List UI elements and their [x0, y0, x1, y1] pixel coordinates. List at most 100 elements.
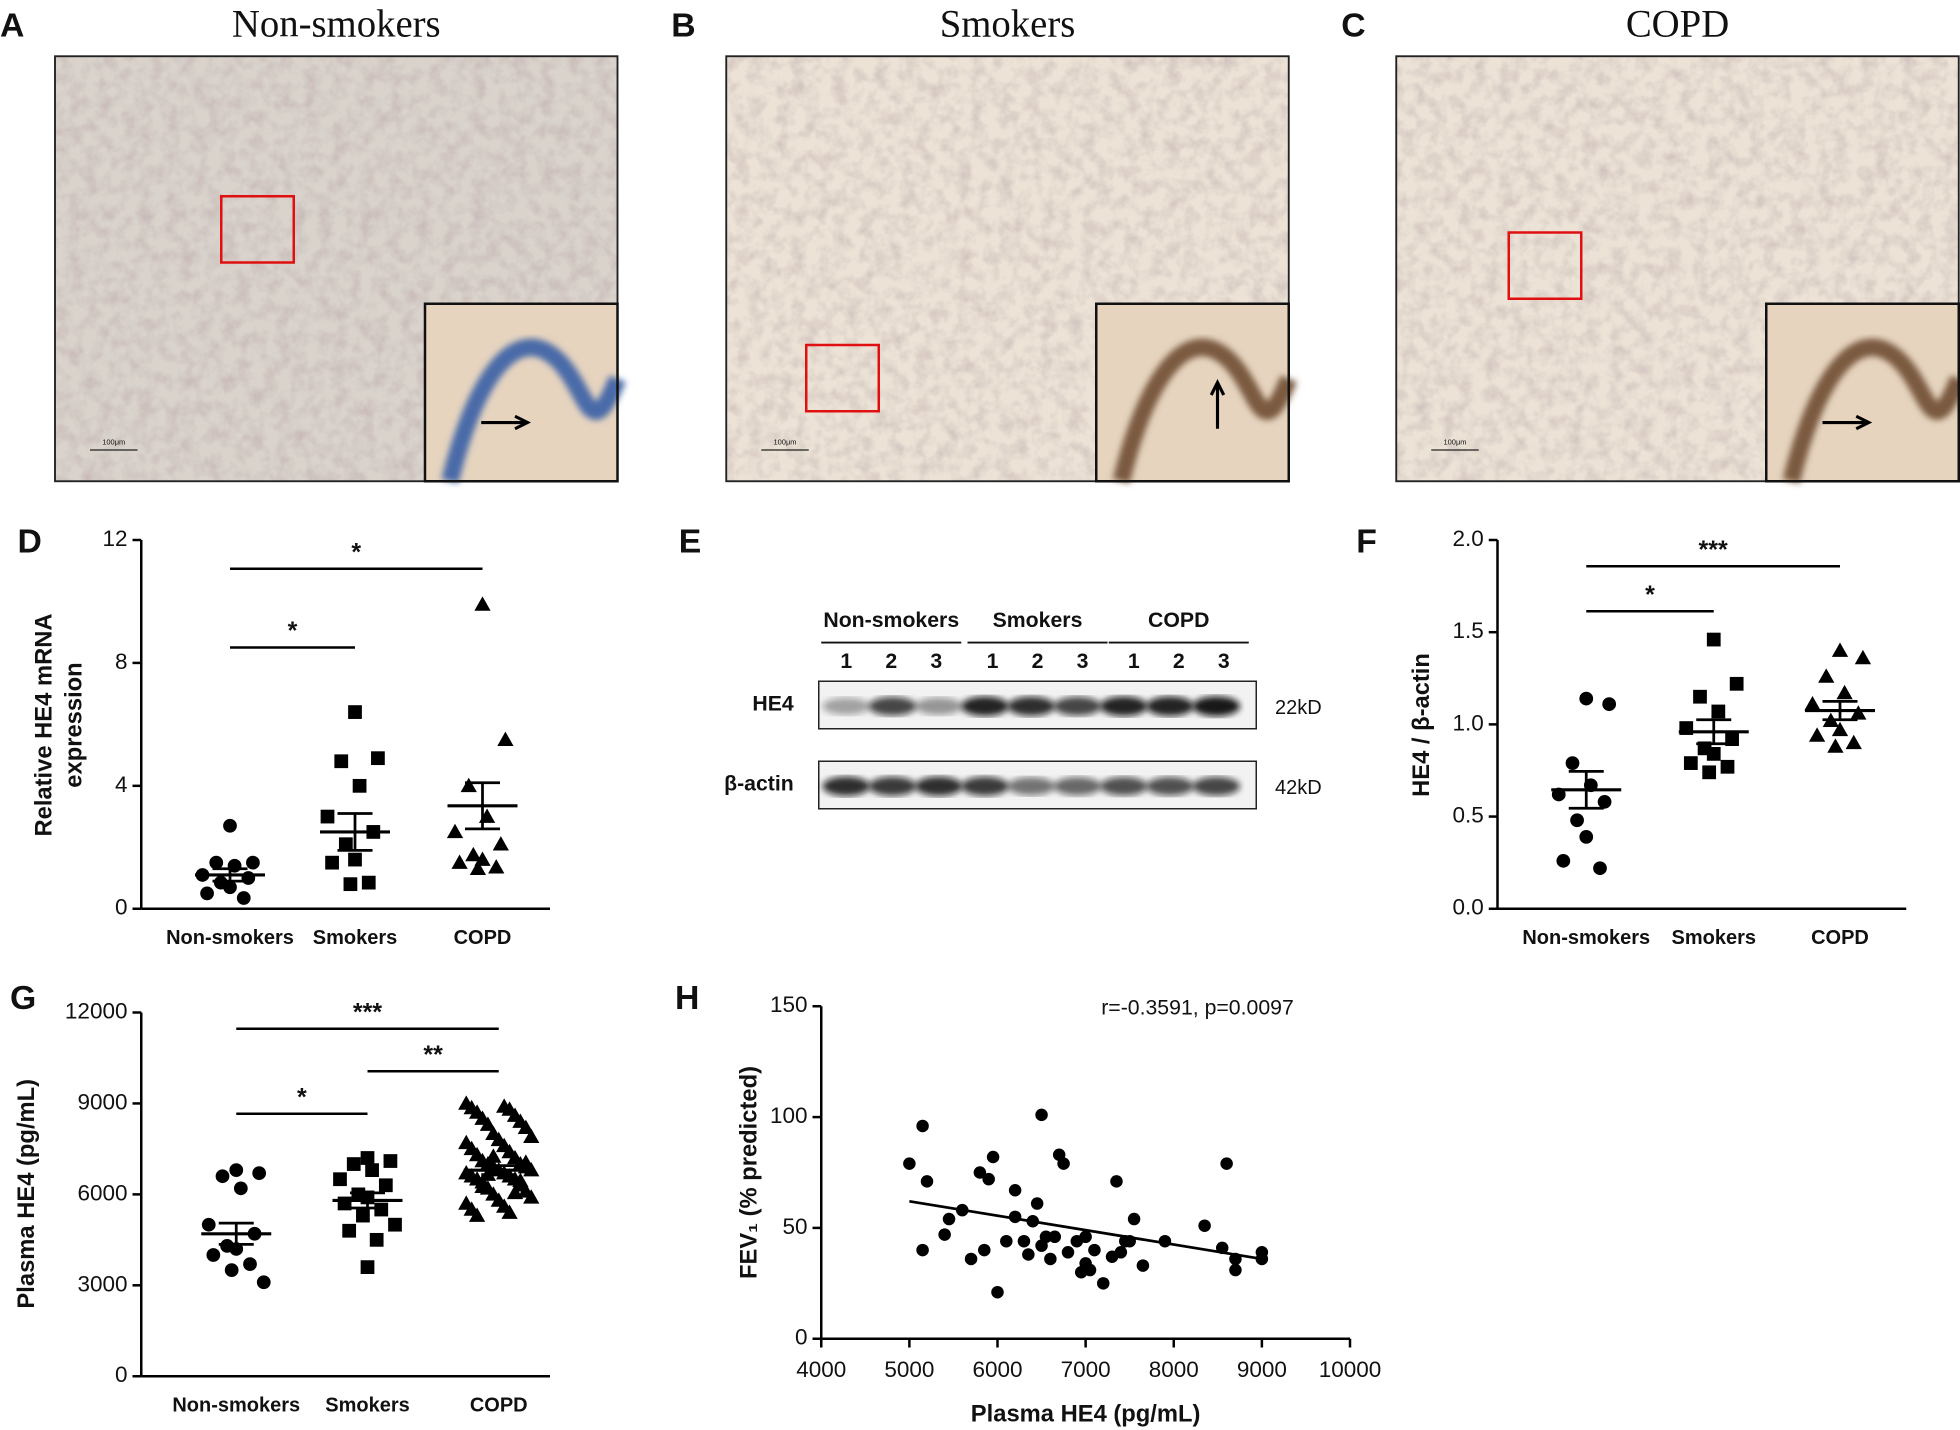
- point: [388, 1217, 402, 1232]
- y-tick-label: 0: [115, 895, 128, 920]
- point: [1110, 1175, 1123, 1188]
- y-axis-label: Relative HE4 mRNA: [30, 613, 57, 836]
- sem-bar: [212, 867, 248, 883]
- point: [348, 705, 362, 719]
- x-tick-label: COPD: [470, 1395, 528, 1417]
- sem-bar: [337, 812, 373, 852]
- sem-bar: [465, 781, 500, 831]
- point: [246, 855, 260, 870]
- sem-bar: [1822, 699, 1858, 722]
- point: [1198, 1219, 1211, 1232]
- point: [1136, 1259, 1150, 1272]
- significance-label: *: [297, 1083, 307, 1111]
- micrograph-border: [1395, 55, 1960, 483]
- roi-box: [1507, 231, 1583, 300]
- x-axis-label: Plasma HE4 (pg/mL): [971, 1400, 1201, 1427]
- blot-group: COPD: [1148, 608, 1209, 632]
- point: [346, 1157, 361, 1171]
- point: [465, 846, 482, 862]
- point: [964, 1252, 978, 1266]
- point: [523, 1189, 540, 1204]
- y-tick-label: 1.5: [1452, 618, 1483, 643]
- point: [1017, 1234, 1031, 1248]
- point: [1127, 1212, 1141, 1226]
- point: [365, 1163, 379, 1177]
- panel-letter: A: [0, 6, 24, 44]
- point: [1831, 721, 1849, 737]
- point: [1579, 691, 1594, 706]
- x-tick-label: 6000: [972, 1357, 1022, 1382]
- y-tick-label: 12000: [65, 998, 128, 1023]
- point: [352, 778, 367, 793]
- band: [868, 776, 917, 796]
- point: [468, 1207, 486, 1222]
- point: [986, 1150, 1000, 1164]
- point: [1854, 649, 1872, 665]
- point: [1827, 738, 1844, 753]
- size-label: 22kD: [1275, 697, 1322, 719]
- point: [1845, 734, 1862, 750]
- inset-tissue: [441, 338, 626, 484]
- point: [485, 1148, 502, 1163]
- point: [1556, 853, 1571, 868]
- point: [320, 809, 335, 824]
- point: [241, 871, 256, 885]
- y-tick-label: 0.0: [1452, 895, 1483, 920]
- point: [333, 1172, 347, 1187]
- y-axis-label: expression: [60, 662, 87, 787]
- point: [1836, 684, 1853, 700]
- band: [868, 696, 917, 716]
- blot-group: Smokers: [993, 608, 1083, 632]
- point: [215, 1169, 230, 1184]
- band: [1100, 696, 1148, 716]
- x-tick-label: Non-smokers: [172, 1395, 300, 1417]
- annotation: r=-0.3591, p=0.0097: [1101, 995, 1294, 1019]
- point: [1097, 1277, 1110, 1290]
- point: [1804, 695, 1821, 711]
- point: [1570, 813, 1584, 828]
- band: [961, 696, 1009, 716]
- arrow: [1209, 379, 1226, 429]
- y-tick-label: 2.0: [1452, 526, 1483, 551]
- point: [348, 852, 362, 867]
- size-label: 42kD: [1275, 777, 1322, 799]
- panel-letter: E: [679, 523, 702, 561]
- point: [243, 1257, 257, 1271]
- point: [942, 1212, 956, 1226]
- point: [1083, 1263, 1097, 1277]
- arrow: [481, 414, 531, 431]
- point: [479, 1116, 497, 1131]
- point: [1711, 704, 1726, 719]
- panel-letter: H: [675, 979, 699, 1017]
- band: [822, 697, 870, 715]
- point: [233, 1181, 248, 1196]
- point: [1008, 1183, 1022, 1197]
- row-label: HE4: [752, 692, 794, 716]
- inset-tissue: [1782, 338, 1960, 484]
- roi-box: [220, 195, 295, 264]
- point: [229, 1163, 244, 1177]
- point: [991, 1285, 1004, 1299]
- scale-label: 100μm: [773, 437, 796, 446]
- band: [822, 776, 870, 796]
- point: [1044, 1252, 1057, 1266]
- point: [342, 1223, 357, 1238]
- point: [223, 880, 237, 895]
- point: [1831, 642, 1849, 657]
- point: [1593, 861, 1607, 876]
- point: [343, 877, 358, 892]
- sem-bar: [481, 1164, 517, 1177]
- y-axis-label: HE4 / β-actin: [1408, 653, 1435, 797]
- x-tick-label: COPD: [454, 927, 512, 949]
- point: [369, 1232, 384, 1247]
- point: [1079, 1230, 1092, 1244]
- point: [224, 1263, 239, 1278]
- point: [920, 1175, 934, 1188]
- band: [1007, 696, 1055, 716]
- x-tick-label: COPD: [1811, 927, 1869, 949]
- point: [1039, 1230, 1053, 1244]
- point: [903, 1157, 916, 1170]
- significance-label: *: [288, 617, 298, 645]
- point: [1061, 1246, 1075, 1259]
- lane-label: 2: [1032, 649, 1044, 673]
